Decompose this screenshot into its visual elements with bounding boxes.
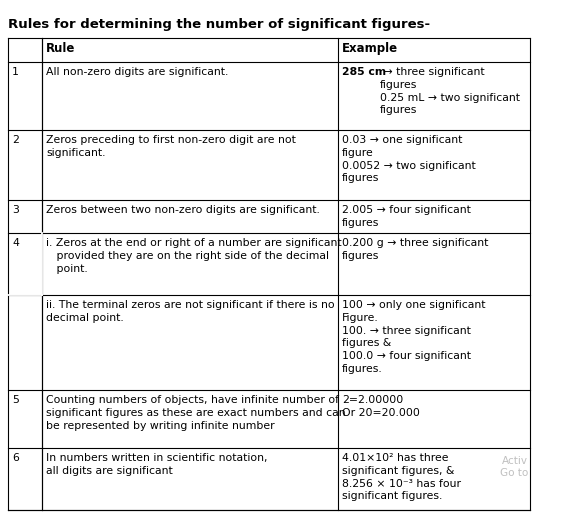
Text: 100 → only one significant
Figure.
100. → three significant
figures &
100.0 → fo: 100 → only one significant Figure. 100. … <box>342 300 485 374</box>
Text: 2: 2 <box>12 135 19 145</box>
Text: All non-zero digits are significant.: All non-zero digits are significant. <box>46 67 228 77</box>
Text: 0.03 → one significant
figure
0.0052 → two significant
figures: 0.03 → one significant figure 0.0052 → t… <box>342 135 476 183</box>
Text: 285 cm: 285 cm <box>342 67 386 77</box>
Text: 5: 5 <box>12 395 19 405</box>
Text: → three significant
figures
0.25 mL → two significant
figures: → three significant figures 0.25 mL → tw… <box>380 67 520 116</box>
Text: Rule: Rule <box>46 42 75 55</box>
Text: Activ
Go to: Activ Go to <box>500 456 528 478</box>
Text: ii. The terminal zeros are not significant if there is no
decimal point.: ii. The terminal zeros are not significa… <box>46 300 334 323</box>
Text: Zeros between two non-zero digits are significant.: Zeros between two non-zero digits are si… <box>46 205 320 215</box>
Text: In numbers written in scientific notation,
all digits are significant: In numbers written in scientific notatio… <box>46 453 267 476</box>
Text: 6: 6 <box>12 453 19 463</box>
Text: Rules for determining the number of significant figures-: Rules for determining the number of sign… <box>8 18 430 31</box>
Text: Zeros preceding to first non-zero digit are not
significant.: Zeros preceding to first non-zero digit … <box>46 135 296 158</box>
Text: 4.01×10² has three
significant figures, &
8.256 × 10⁻³ has four
significant figu: 4.01×10² has three significant figures, … <box>342 453 461 502</box>
Text: 0.200 g → three significant
figures: 0.200 g → three significant figures <box>342 238 488 261</box>
Text: Counting numbers of objects, have infinite number of
significant figures as thes: Counting numbers of objects, have infini… <box>46 395 346 430</box>
Text: 1: 1 <box>12 67 19 77</box>
Text: Example: Example <box>342 42 398 55</box>
Text: 4: 4 <box>12 238 19 248</box>
Text: 2=2.00000
Or 20=20.000: 2=2.00000 Or 20=20.000 <box>342 395 420 418</box>
Text: 2.005 → four significant
figures: 2.005 → four significant figures <box>342 205 471 228</box>
Text: i. Zeros at the end or right of a number are significant
   provided they are on: i. Zeros at the end or right of a number… <box>46 238 342 273</box>
Text: 3: 3 <box>12 205 19 215</box>
